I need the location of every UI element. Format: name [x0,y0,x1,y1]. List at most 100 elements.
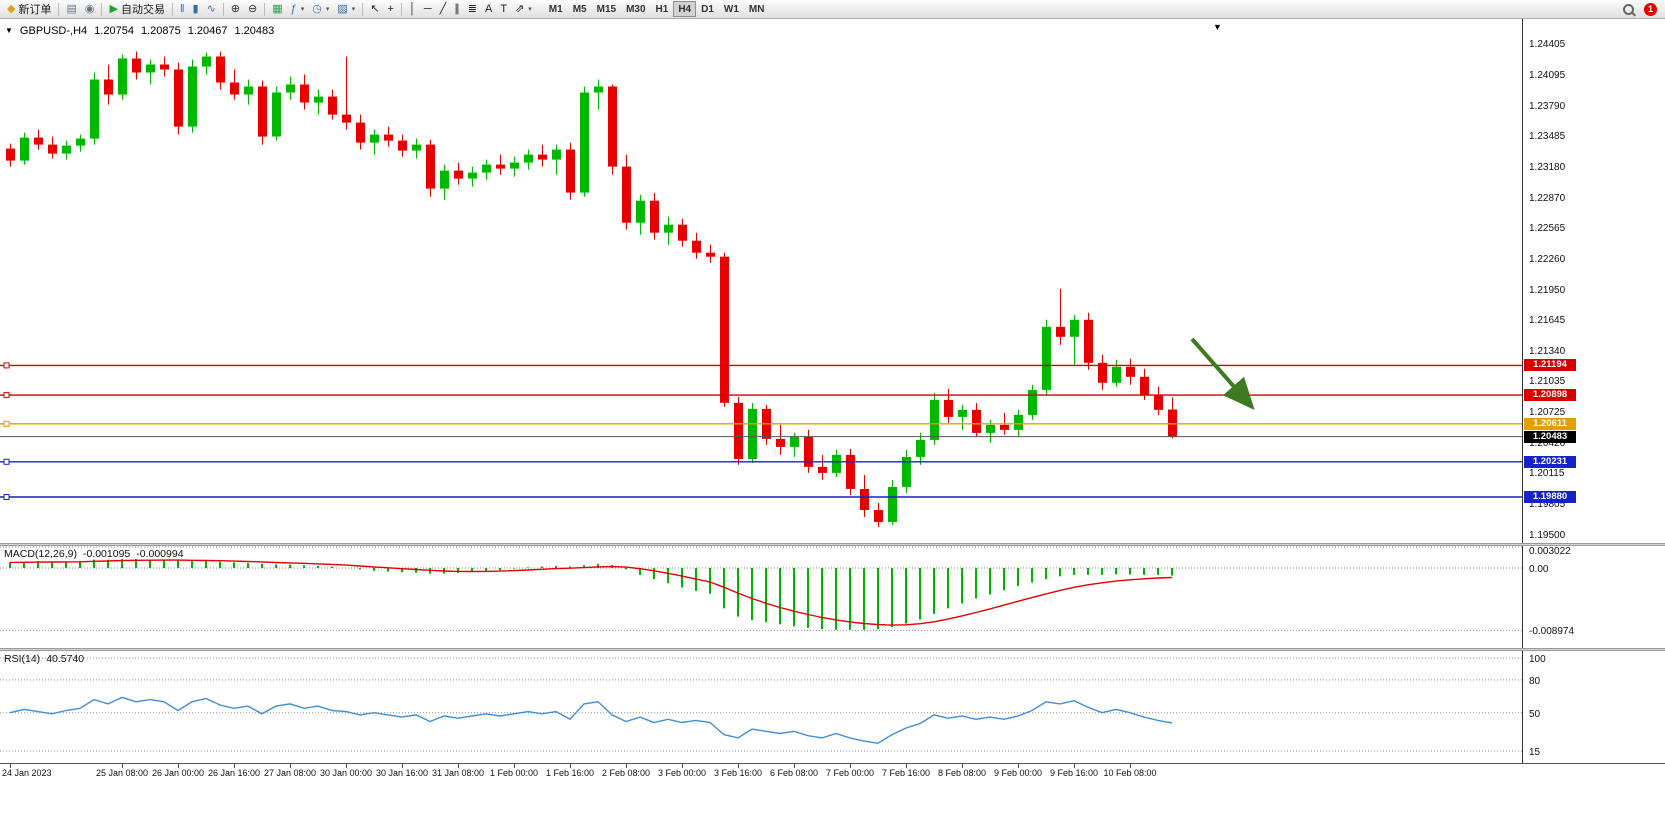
fibonacci-icon: ≣ [467,2,477,15]
market-watch-button[interactable]: ◉ [81,1,99,18]
templates-button[interactable]: ▨ ▾ [333,1,359,18]
rsi-axis-label: 15 [1529,746,1541,758]
main-chart-panel[interactable]: ▼ ▼ GBPUSD-,H4 1.20754 1.20875 1.20467 1… [0,19,1522,543]
macd-signal-value: -0.000994 [136,548,184,560]
timeframe-h1-button[interactable]: H1 [651,1,674,17]
text-icon: A [484,2,493,15]
rsi-panel[interactable]: RSI(14) 40.5740 [0,651,1522,763]
timeframe-toolbar: M1 M5 M15 M30 H1 H4 D1 W1 MN [544,1,770,17]
time-axis[interactable]: 24 Jan 2023 25 Jan 08:00 26 Jan 00:00 26 Ja… [0,763,1665,781]
auto-trading-button[interactable]: ▶ 自动交易 [105,1,168,18]
macd-signal-line [9,559,1173,626]
rsi-axis-label: 50 [1529,708,1541,720]
fibonacci-button[interactable]: ≣ [464,1,481,18]
time-axis-tick [570,764,571,768]
chart-menu-icon[interactable]: ▼ [5,26,13,35]
trendline-icon: ╱ [439,2,447,15]
chevron-down-icon: ▾ [300,6,305,13]
horizontal-line-button[interactable]: ─ [420,1,436,18]
time-axis-tick [682,764,683,768]
rsi-axis-label: 100 [1529,654,1546,665]
channel-button[interactable]: ∥ [450,1,464,18]
line-handle[interactable] [3,420,10,427]
bid-price-tag: 1.20483 [1524,430,1576,443]
price-axis-label: 1.20420 [1529,437,1566,449]
trendline-button[interactable]: ╱ [436,1,451,18]
line-icon: ∿ [206,2,216,15]
print-button[interactable]: ▤ [62,1,80,18]
low-value: 1.20467 [187,25,228,37]
time-axis-tick [626,764,627,768]
toolbar-right: 1 [1623,2,1657,16]
notification-badge[interactable]: 1 [1644,2,1657,16]
line-handle[interactable] [3,362,10,369]
candles [6,51,1177,527]
panel-separator[interactable] [0,648,1665,651]
symbol-label: GBPUSD-,H4 [19,25,88,37]
time-axis-tick [514,764,515,768]
timeframe-d1-button[interactable]: D1 [696,1,719,17]
label-button[interactable]: T [496,1,511,18]
text-button[interactable]: A [481,1,496,18]
timeframe-m5-button[interactable]: M5 [568,1,592,17]
time-axis-tick [738,764,739,768]
timeframe-m30-button[interactable]: M30 [621,1,650,17]
tile-windows-button[interactable]: ▦ [268,1,286,18]
time-axis-tick [1074,764,1075,768]
time-axis-tick [962,764,963,768]
time-axis-tick [234,764,235,768]
time-axis-label: 10 Feb 08:00 [1103,768,1157,778]
time-axis-label: 7 Feb 00:00 [825,768,875,778]
zoom-in-button[interactable]: ⊕ [227,1,244,18]
timeframe-mn-button[interactable]: MN [744,1,770,17]
bar-chart-button[interactable]: ‖ [176,1,189,18]
open-value: 1.20754 [94,25,134,37]
rsi-value: 40.5740 [46,653,85,665]
new-order-button[interactable]: ◆ 新订单 [3,1,55,18]
time-axis-tick [1130,764,1131,768]
rsi-axis-label: 80 [1529,675,1541,687]
timeframe-h4-button[interactable]: H4 [673,1,697,17]
time-axis-label: 1 Feb 16:00 [545,768,595,778]
zoom-out-button[interactable]: ⊖ [244,1,261,18]
timeframe-m1-button[interactable]: M1 [544,1,568,17]
indicators-button[interactable]: ƒ ▾ [287,1,309,18]
line-handle[interactable] [3,494,10,500]
price-axis-label: 1.19805 [1529,499,1566,511]
time-axis-label: 26 Jan 00:00 [151,768,205,778]
price-axis-label: 1.20725 [1529,407,1566,419]
line-handle[interactable] [3,392,10,399]
periods-button[interactable]: ◷ ▾ [308,1,333,18]
time-axis-label: 3 Feb 00:00 [657,768,707,778]
time-axis-tick [178,764,179,768]
time-axis-tick [346,764,347,768]
timeframe-m15-button[interactable]: M15 [592,1,621,17]
price-axis-label: 1.21950 [1529,284,1566,296]
shapes-button[interactable]: ⇗ ▾ [511,1,536,18]
printer-icon: ▤ [66,2,77,15]
toolbar: ◆ 新订单 ▤ ◉ ▶ 自动交易 ‖ ▮ ∿ ⊕ ⊖ ▦ ƒ ▾ ◷ ▾ ▨ ▾ ↖ + │ ─ ╱ ∥ ≣ A T ⇗ ▾ M1 M5 M… [0,0,1665,19]
price-tag: 1.19880 [1524,490,1576,503]
panel-separator[interactable] [0,543,1665,546]
search-icon[interactable] [1623,3,1634,15]
line-chart-button[interactable]: ∿ [203,1,220,18]
toolbar-buttons: ◆ 新订单 ▤ ◉ ▶ 自动交易 ‖ ▮ ∿ ⊕ ⊖ ▦ ƒ ▾ ◷ ▾ ▨ ▾ ↖ + │ ─ ╱ ∥ ≣ A T ⇗ ▾ [3,1,536,18]
timeframe-w1-button[interactable]: W1 [719,1,744,17]
clock-icon: ◷ [312,2,322,15]
marker-triangle-icon[interactable]: ▼ [1213,22,1222,32]
crosshair-button[interactable]: + [384,1,398,18]
price-axis-label: 1.23485 [1529,131,1566,143]
rsi-name: RSI(14) [4,653,41,665]
chevron-down-icon: ▾ [325,6,330,13]
rsi-label: RSI(14) 40.5740 [4,653,84,665]
vertical-line-button[interactable]: │ [405,1,420,18]
line-handle[interactable] [3,458,10,465]
macd-panel[interactable]: MACD(12,26,9) -0.001095 -0.000994 [0,546,1522,648]
candlestick-chart-button[interactable]: ▮ [189,1,203,18]
price-axis-label: 1.22260 [1529,253,1566,265]
arrow-object[interactable] [1190,337,1255,410]
price-axis-label: 1.24405 [1529,39,1566,50]
price-axis[interactable]: 1.24405 1.24095 1.23790 1.23485 1.23180 1.228… [1522,19,1665,781]
cursor-button[interactable]: ↖ [366,1,383,18]
